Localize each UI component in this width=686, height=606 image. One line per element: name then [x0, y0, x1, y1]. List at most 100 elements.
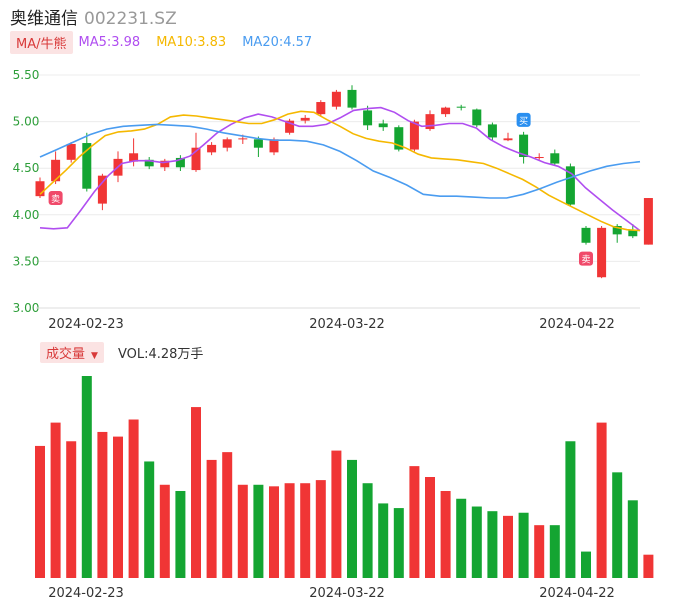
volume-bar	[534, 525, 545, 578]
volume-bar	[627, 500, 638, 578]
x-tick-label: 2024-03-22	[309, 317, 385, 332]
volume-bar	[50, 422, 61, 578]
signal-label: 卖	[51, 194, 60, 205]
candle-body	[316, 102, 326, 115]
y-tick-label: 4.50	[13, 161, 40, 175]
candle-body	[565, 166, 575, 205]
candle-body	[269, 139, 279, 153]
volume-bar	[440, 490, 451, 578]
volume-bar	[471, 506, 482, 578]
volume-bar	[565, 441, 576, 578]
candle-body	[409, 121, 419, 150]
candle-body	[643, 198, 653, 245]
volume-bar	[456, 498, 467, 578]
y-tick-label: 3.50	[13, 254, 40, 268]
volume-x-tick-label: 2024-04-22	[539, 586, 615, 601]
candle-body	[253, 139, 263, 148]
volume-bar	[284, 483, 295, 578]
candle-body	[581, 227, 591, 243]
candle-body	[456, 106, 466, 108]
ma-line-ma10	[39, 110, 641, 232]
volume-bar	[347, 459, 357, 578]
volume-x-tick-label: 2024-02-23	[48, 586, 124, 601]
candle-body	[347, 89, 357, 108]
volume-value: VOL:4.28万手	[117, 346, 204, 362]
volume-bar	[518, 512, 529, 578]
volume-bar	[503, 515, 513, 578]
x-tick-label: 2024-04-22	[539, 317, 615, 332]
candle-body	[597, 227, 607, 278]
ma5-legend: MA5:3.98	[78, 34, 141, 50]
candle-body	[487, 124, 497, 138]
volume-bar	[300, 483, 311, 578]
candle-body	[300, 117, 310, 121]
volume-bar	[128, 419, 139, 578]
volume-bar	[159, 484, 170, 578]
ma-line-ma20	[39, 123, 641, 199]
candle-body	[425, 114, 435, 130]
ma10-legend: MA10:3.83	[156, 34, 227, 50]
candle-body	[222, 139, 232, 148]
sell-signal-icon: 卖	[579, 251, 593, 266]
volume-bar	[378, 503, 389, 578]
candle-body	[378, 123, 388, 128]
volume-bar	[487, 511, 498, 578]
volume-bar	[581, 551, 591, 578]
y-tick-label: 5.50	[13, 68, 40, 82]
volume-bar	[253, 484, 264, 578]
volume-bar	[113, 436, 123, 578]
caret-down-icon: ▼	[91, 350, 98, 361]
candle-body	[550, 153, 560, 164]
volume-bar	[81, 376, 92, 578]
candle-body	[612, 225, 622, 235]
candle-body	[144, 159, 154, 167]
candle-body	[160, 160, 170, 168]
y-tick-label: 4.00	[13, 208, 40, 222]
candle-body	[66, 143, 76, 160]
stock-title: 奥维通信 002231.SZ	[10, 4, 177, 29]
candle-body	[35, 181, 45, 197]
candle-body	[519, 134, 529, 158]
candle-body	[441, 107, 451, 115]
candle-body	[394, 127, 404, 150]
volume-bar	[66, 441, 77, 578]
volume-bar	[269, 486, 279, 578]
candle-body	[97, 175, 107, 204]
volume-legend: 成交量 ▼ VOL:4.28万手	[40, 341, 204, 363]
buy-signal-icon: 买	[516, 112, 531, 127]
signal-badge	[516, 112, 531, 127]
volume-bar	[549, 525, 560, 578]
signal-label: 买	[519, 116, 528, 127]
ma-toggle-button[interactable]: MA/牛熊	[10, 30, 73, 54]
candle-body	[82, 143, 92, 189]
volume-bar	[175, 490, 186, 578]
volume-x-tick-label: 2024-03-22	[309, 586, 385, 601]
ma20-legend: MA20:4.57	[242, 34, 313, 50]
candle-body	[129, 153, 139, 162]
volume-toggle-button[interactable]: 成交量 ▼	[40, 341, 104, 363]
volume-bar	[409, 466, 420, 578]
volume-bar	[222, 452, 233, 578]
y-tick-label: 5.00	[13, 115, 40, 129]
candle-body	[207, 144, 217, 153]
candle-body	[51, 159, 61, 182]
volume-bar	[191, 407, 201, 578]
candle-body	[191, 147, 201, 171]
signal-badge	[579, 251, 593, 266]
volume-bar	[315, 480, 326, 578]
stock-code: 002231.SZ	[84, 9, 177, 29]
x-tick-label: 2024-02-23	[48, 317, 124, 332]
volume-bar	[643, 554, 654, 578]
volume-bar	[144, 461, 155, 578]
volume-bar	[393, 508, 404, 578]
volume-bar	[596, 422, 607, 578]
candle-body	[628, 229, 638, 237]
candle-body	[285, 120, 295, 133]
volume-bar	[362, 483, 373, 578]
volume-bar	[425, 477, 435, 578]
sell-signal-icon: 卖	[48, 191, 63, 206]
candle-body	[503, 138, 513, 141]
ma-legend: MA/牛熊 MA5:3.98 MA10:3.83 MA20:4.57	[10, 30, 328, 54]
candle-body	[331, 91, 341, 107]
